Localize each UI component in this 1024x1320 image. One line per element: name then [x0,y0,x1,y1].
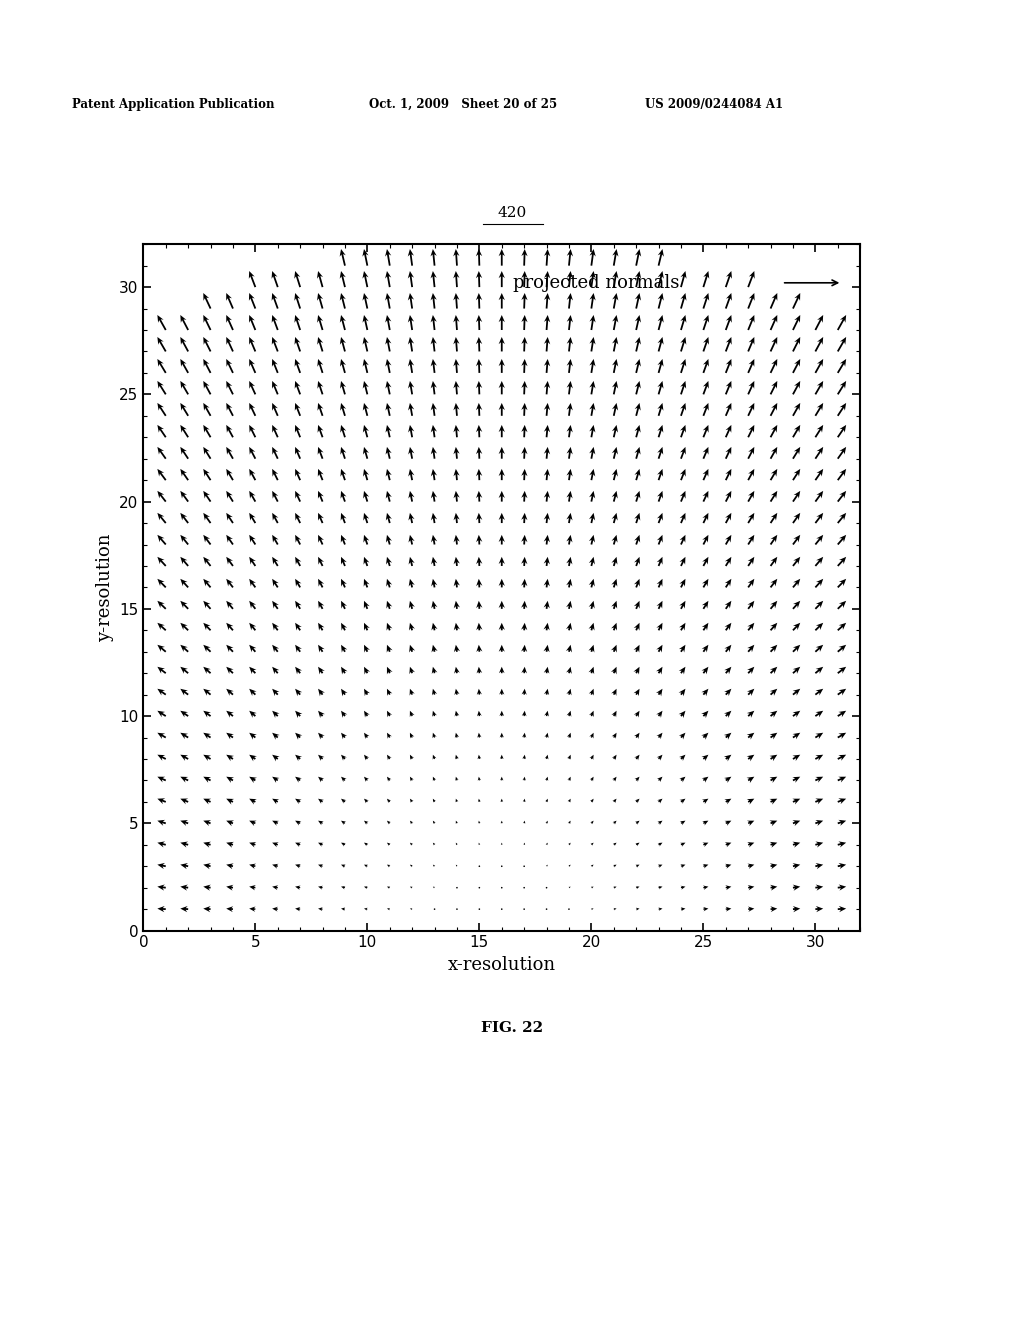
Text: Patent Application Publication: Patent Application Publication [72,98,274,111]
Text: projected normals: projected normals [513,273,679,292]
X-axis label: x-resolution: x-resolution [447,956,556,974]
Text: FIG. 22: FIG. 22 [481,1022,543,1035]
Y-axis label: y-resolution: y-resolution [95,533,114,642]
Text: US 2009/0244084 A1: US 2009/0244084 A1 [645,98,783,111]
Text: Oct. 1, 2009   Sheet 20 of 25: Oct. 1, 2009 Sheet 20 of 25 [369,98,557,111]
Text: 420: 420 [498,206,526,220]
